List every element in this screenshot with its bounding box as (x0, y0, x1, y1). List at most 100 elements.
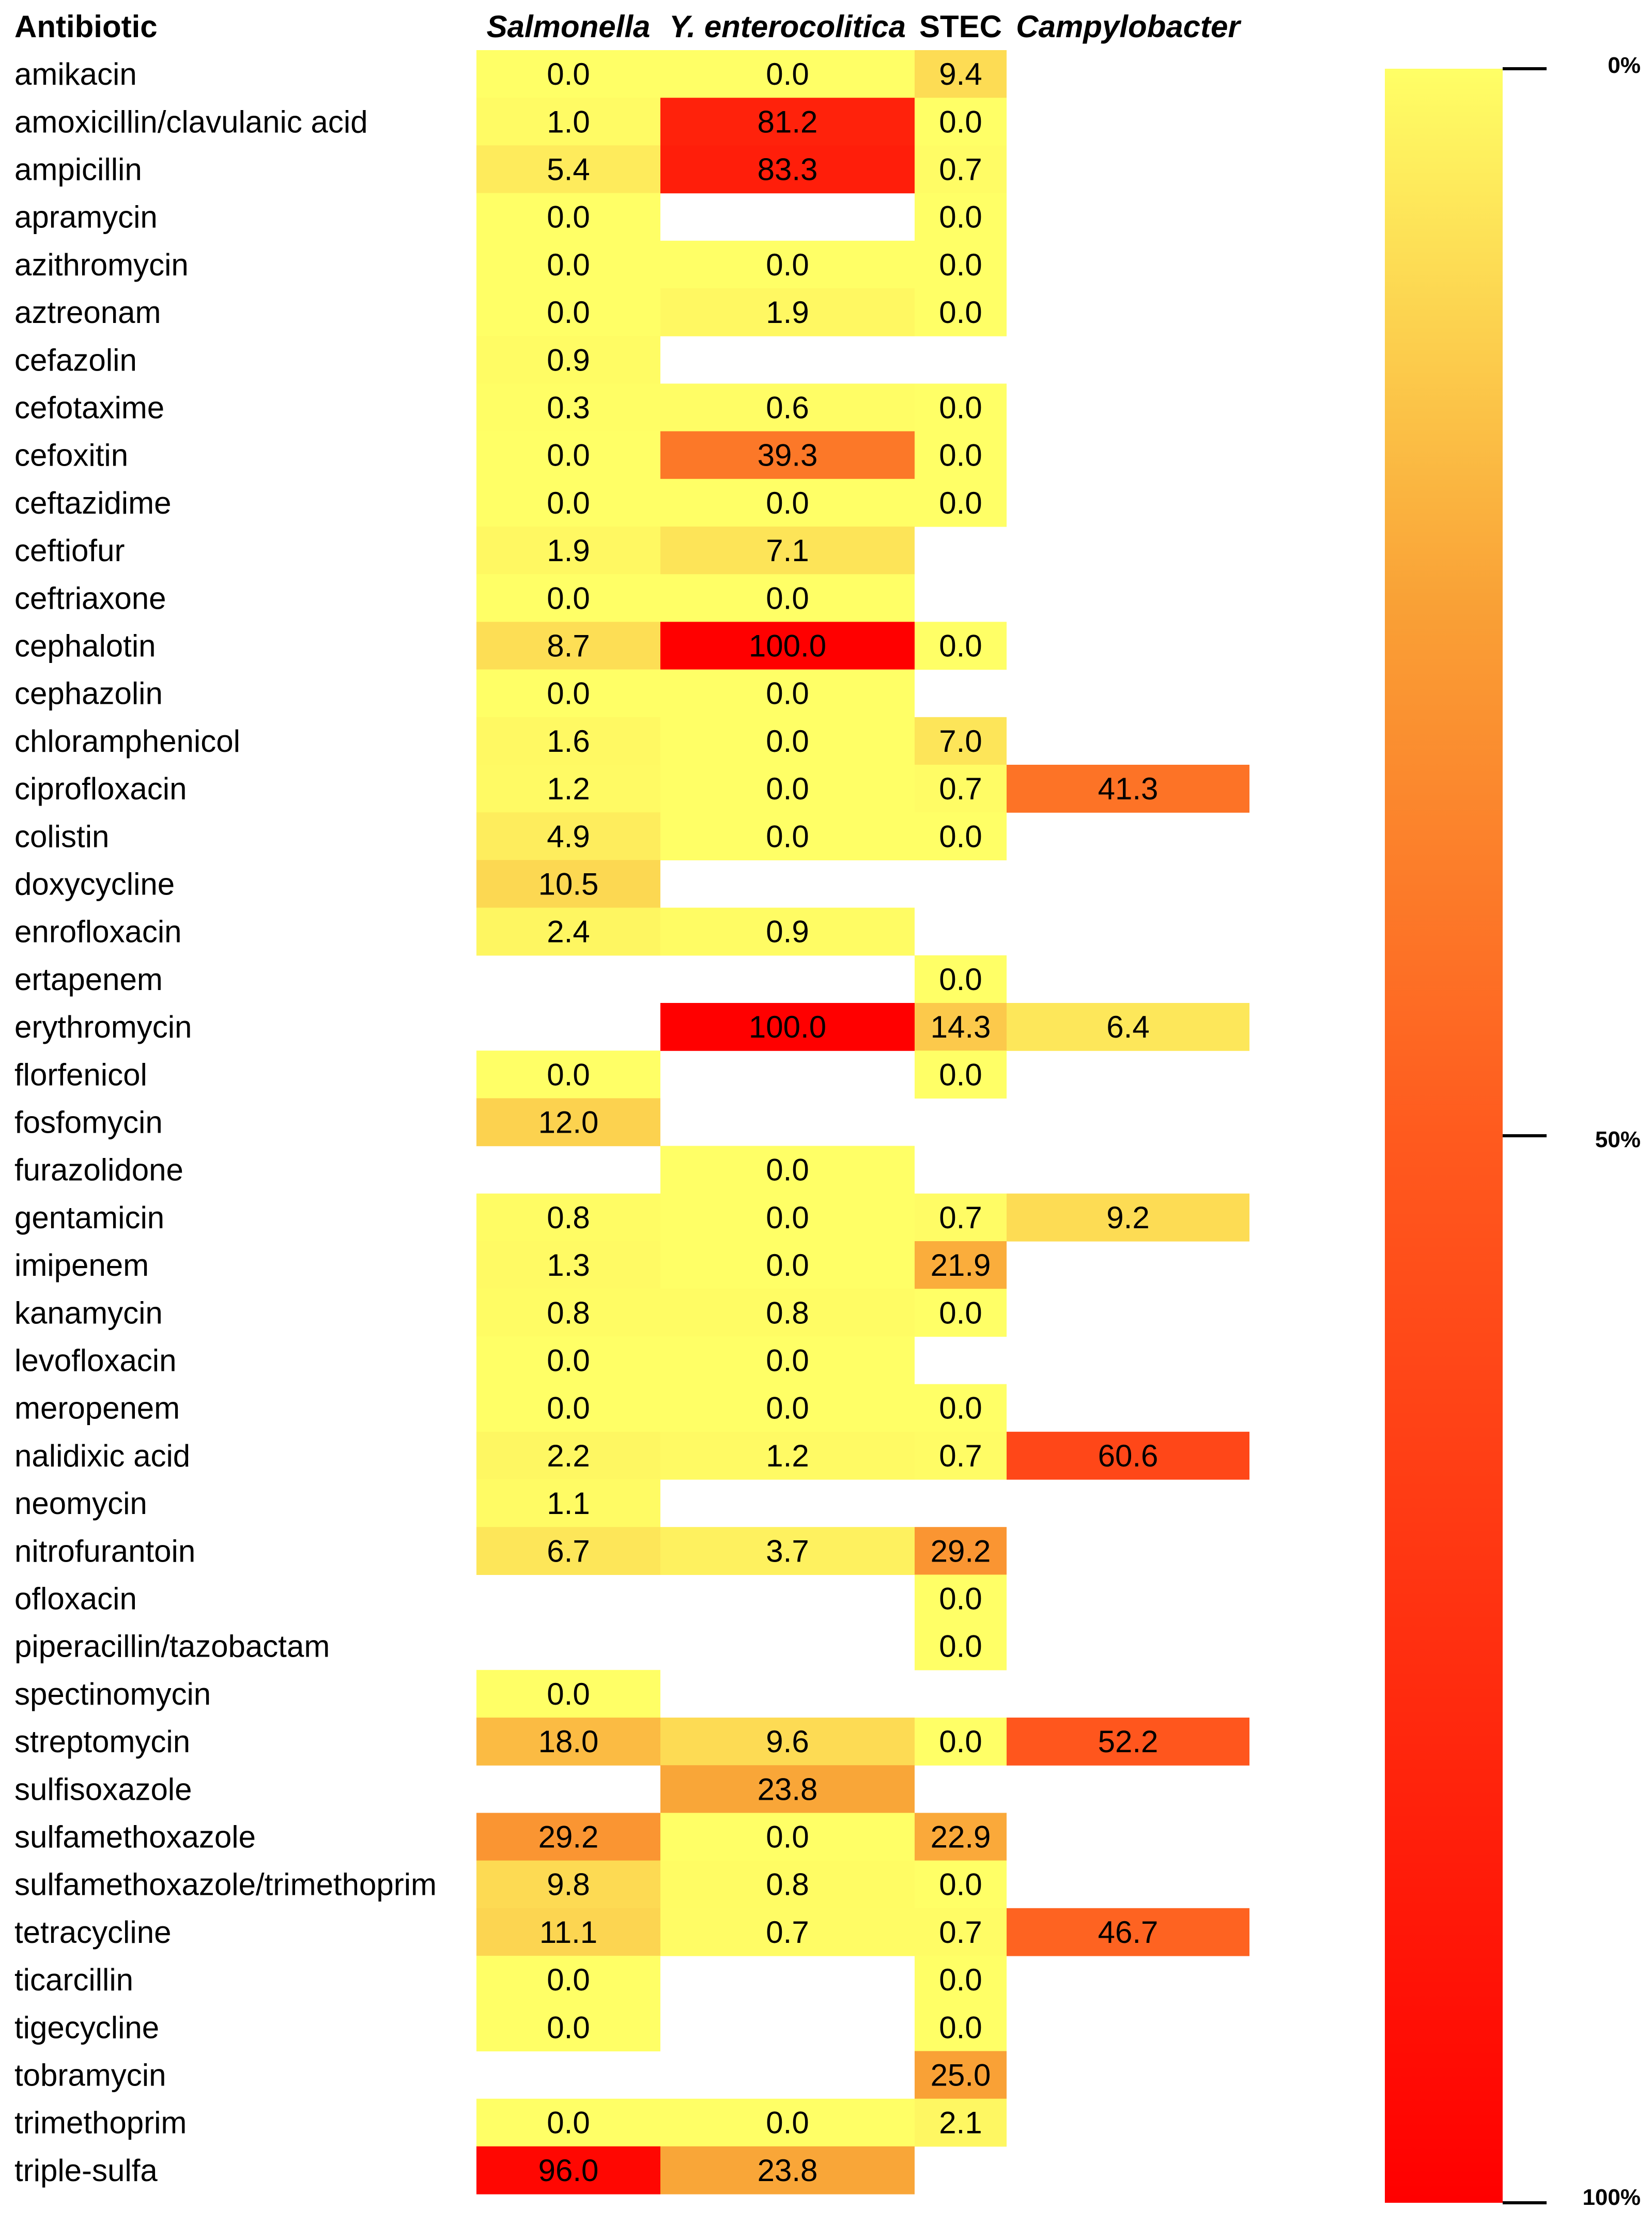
cell-value: 0.0 (547, 438, 590, 473)
row-label: tobramycin (14, 2058, 166, 2093)
heatmap-cell (915, 2098, 1007, 2147)
cell-value: 0.0 (547, 1677, 590, 1711)
heatmap-cell (476, 574, 660, 622)
cell-value: 0.0 (766, 1391, 809, 1426)
cell-value: 60.6 (1098, 1439, 1159, 1473)
heatmap-cell (915, 1527, 1007, 1575)
row-label: nitrofurantoin (14, 1534, 195, 1568)
scale-tick-label: 100% (1582, 2185, 1641, 2210)
cell-value: 0.0 (547, 248, 590, 282)
cell-value: 0.8 (547, 1200, 590, 1235)
cell-value: 0.0 (766, 248, 809, 282)
row-label: furazolidone (14, 1153, 183, 1187)
row-header: Antibiotic (14, 9, 158, 44)
heatmap-cell (660, 1431, 915, 1480)
cell-value: 0.0 (939, 962, 982, 997)
cell-value: 0.0 (939, 104, 982, 139)
heatmap-cell (660, 145, 915, 194)
row-label: streptomycin (14, 1724, 190, 1759)
heatmap-cell (476, 2098, 660, 2147)
cell-value: 46.7 (1098, 1915, 1159, 1950)
cell-value: 0.0 (766, 771, 809, 806)
cell-value: 0.0 (939, 295, 982, 330)
cell-value: 39.3 (758, 438, 818, 473)
heatmap-cell (476, 288, 660, 336)
cell-value: 0.0 (766, 2106, 809, 2140)
cell-value: 7.1 (766, 533, 809, 568)
cell-value: 0.0 (547, 295, 590, 330)
heatmap-cell (476, 1956, 660, 2004)
row-label: levofloxacin (14, 1343, 177, 1378)
heatmap-cell (476, 1670, 660, 1718)
heatmap-cell (476, 1241, 660, 1289)
heatmap-cell (915, 1003, 1007, 1051)
heatmap-cell (660, 50, 915, 98)
heatmap-cell (660, 288, 915, 336)
cell-value: 100.0 (749, 1010, 826, 1044)
heatmap-cell (660, 383, 915, 432)
heatmap-cell (476, 812, 660, 860)
heatmap-cell (660, 527, 915, 575)
row-label: amikacin (14, 57, 137, 91)
cell-value: 0.0 (939, 486, 982, 520)
cell-value: 0.7 (939, 1439, 982, 1473)
cell-value: 0.0 (939, 1867, 982, 1902)
heatmap-cell (915, 1050, 1007, 1099)
cell-value: 1.2 (766, 1439, 809, 1473)
cell-value: 0.0 (766, 57, 809, 91)
heatmap-cell (915, 765, 1007, 813)
heatmap-cell (1007, 765, 1249, 813)
cell-value: 0.0 (547, 57, 590, 91)
cell-value: 0.8 (547, 1295, 590, 1330)
cell-value: 0.0 (939, 1295, 982, 1330)
heatmap-cell (660, 2098, 915, 2147)
cell-value: 18.0 (538, 1724, 599, 1759)
heatmap-cell (660, 574, 915, 622)
cell-value: 0.0 (939, 2010, 982, 2045)
cell-value: 11.1 (539, 1915, 597, 1950)
heatmap-cell (476, 1479, 660, 1527)
row-label: ticarcillin (14, 1963, 133, 1997)
row-label: gentamicin (14, 1200, 164, 1235)
row-label: ampicillin (14, 152, 142, 187)
heatmap-cell (915, 1289, 1007, 1337)
row-label: ertapenem (14, 962, 163, 997)
cell-value: 1.9 (766, 295, 809, 330)
cell-value: 2.1 (939, 2106, 982, 2140)
column-header: Salmonella (487, 9, 651, 44)
cell-value: 9.2 (1106, 1200, 1149, 1235)
cell-value: 22.9 (931, 1820, 991, 1855)
heatmap-cell (915, 193, 1007, 241)
heatmap-cell (915, 1193, 1007, 1242)
heatmap-cell (915, 1622, 1007, 1671)
row-label: fosfomycin (14, 1105, 163, 1140)
cell-value: 0.8 (766, 1867, 809, 1902)
cell-value: 0.0 (766, 676, 809, 711)
heatmap-cell (915, 1860, 1007, 1909)
row-label: cephalotin (14, 629, 156, 663)
cell-value: 25.0 (931, 2058, 991, 2093)
heatmap-cell (660, 1003, 915, 1051)
heatmap-cell (476, 1813, 660, 1861)
heatmap-cell (1007, 1193, 1249, 1242)
heatmap-cell (476, 50, 660, 98)
cell-value: 0.0 (939, 248, 982, 282)
cell-value: 1.9 (547, 533, 590, 568)
row-label: amoxicillin/clavulanic acid (14, 104, 368, 139)
heatmap-cell (660, 1146, 915, 1194)
heatmap-cell (915, 2051, 1007, 2099)
heatmap-cell (915, 50, 1007, 98)
heatmap-cell (660, 1718, 915, 1766)
heatmap-cell (915, 145, 1007, 194)
heatmap-cell (660, 1384, 915, 1432)
heatmap-cell (915, 812, 1007, 860)
row-label: cefotaxime (14, 391, 164, 425)
heatmap-cell (476, 1384, 660, 1432)
cell-value: 1.3 (547, 1248, 590, 1283)
heatmap-cell (915, 1241, 1007, 1289)
heatmap-cell (915, 383, 1007, 432)
heatmap-cell (1007, 1431, 1249, 1480)
scale-tick-label: 50% (1595, 1127, 1641, 1152)
heatmap-cell (476, 240, 660, 289)
cell-value: 0.0 (766, 819, 809, 854)
